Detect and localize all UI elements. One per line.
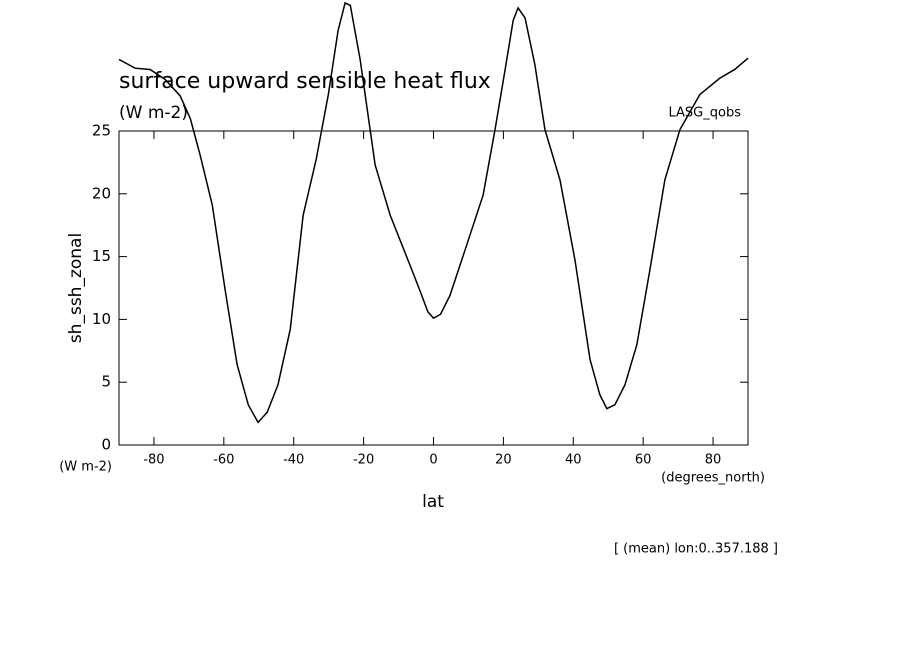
data-line <box>118 1 749 424</box>
chart-subtitle: (W m-2) <box>119 103 188 123</box>
y-tick-label: 5 <box>101 373 111 391</box>
y-tick-label: 0 <box>101 436 111 454</box>
chart-title: surface upward sensible heat flux <box>119 69 491 94</box>
y-tick-label: 25 <box>92 122 111 140</box>
plot-frame <box>118 130 749 446</box>
y-axis-units: (W m-2) <box>59 460 112 475</box>
x-tick-label: -20 <box>353 453 374 468</box>
y-tick-label: 20 <box>92 184 111 202</box>
y-axis-label: sh_ssh_zonal <box>66 233 86 343</box>
x-tick-label: 40 <box>565 453 582 468</box>
y-tick-label: 10 <box>92 310 111 328</box>
x-axis-units: (degrees_north) <box>661 471 765 486</box>
x-axis-label: lat <box>422 492 444 512</box>
x-tick-label: 0 <box>429 453 437 468</box>
dataset-label: LASG_qobs <box>669 106 742 121</box>
y-tick-label: 15 <box>92 247 111 265</box>
footnote: [ (mean) lon:0..357.188 ] <box>614 542 778 557</box>
x-tick-label: -80 <box>143 453 164 468</box>
x-tick-label: 80 <box>705 453 722 468</box>
x-tick-label: 60 <box>635 453 652 468</box>
x-tick-label: 20 <box>495 453 512 468</box>
x-tick-label: -60 <box>213 453 234 468</box>
x-tick-label: -40 <box>283 453 304 468</box>
